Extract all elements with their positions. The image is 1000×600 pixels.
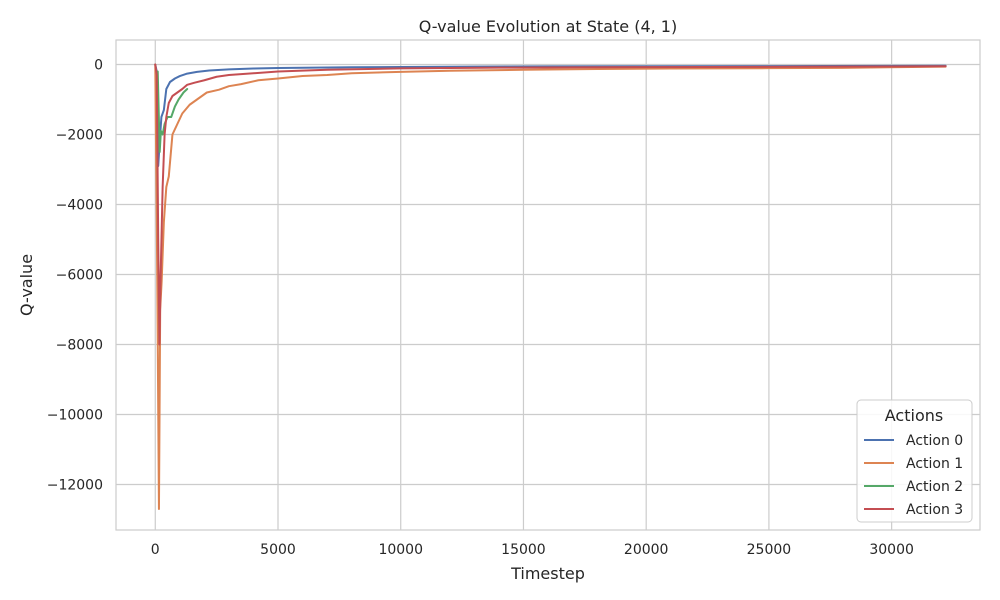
y-tick-label: −8000 [56, 338, 103, 354]
legend-label-action-0: Action 0 [906, 433, 963, 449]
x-tick-label: 25000 [747, 542, 792, 558]
y-tick-label: −10000 [47, 408, 103, 424]
legend-items: Action 0 Action 1 Action 2 Action 3 [864, 433, 963, 518]
chart-title: Q-value Evolution at State (4, 1) [419, 17, 677, 36]
x-tick-label: 20000 [624, 542, 669, 558]
series-line-action-0 [154, 63, 947, 167]
y-tick-label: 0 [94, 58, 103, 74]
legend-label-action-3: Action 3 [906, 502, 963, 518]
x-tick-label: 0 [151, 542, 160, 558]
y-tick-label: −4000 [56, 198, 103, 214]
x-tick-label: 30000 [869, 542, 914, 558]
grid-layer [116, 40, 980, 530]
x-tick-label: 5000 [260, 542, 296, 558]
legend: Actions Action 0 Action 1 Action 2 Action 3 [856, 399, 973, 523]
legend-frame [856, 399, 973, 523]
series-line-action-1 [154, 63, 947, 510]
legend-label-action-1: Action 1 [906, 456, 963, 472]
series-line-action-2 [156, 70, 189, 153]
plot-area [115, 39, 981, 531]
legend-title: Actions [885, 406, 943, 425]
series-line-action-3 [154, 63, 947, 346]
x-tick-label: 10000 [378, 542, 423, 558]
series-layer [154, 63, 947, 510]
legend-label-action-2: Action 2 [906, 479, 963, 495]
y-axis-label: Q-value [17, 254, 36, 316]
x-axis-label: Timestep [510, 564, 585, 583]
tick-label-layer: 0 5000 10000 15000 20000 25000 30000 0 −2000 −400… [47, 58, 914, 559]
y-tick-label: −6000 [56, 268, 103, 284]
y-tick-label: −2000 [56, 128, 103, 144]
x-tick-label: 15000 [501, 542, 546, 558]
y-tick-label: −12000 [47, 478, 103, 494]
